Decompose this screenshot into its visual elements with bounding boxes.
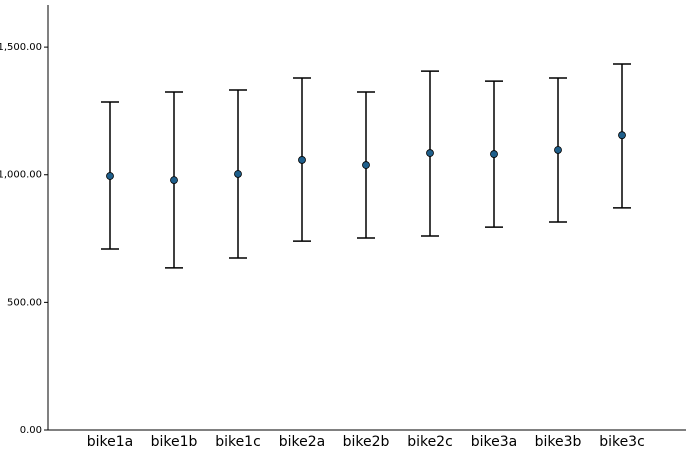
mean-point (106, 172, 114, 180)
y-tick-label: 0.00 (20, 425, 42, 436)
x-tick-label: bike1b (151, 434, 198, 450)
mean-point (426, 149, 434, 157)
mean-point (170, 176, 178, 185)
mean-point (554, 146, 562, 154)
mean-point (490, 150, 498, 158)
x-tick-label: bike2c (407, 434, 453, 450)
y-tick-label: 1,000.00 (0, 170, 42, 181)
mean-point (618, 131, 626, 140)
x-tick-label: bike3c (599, 434, 645, 450)
mean-point (362, 161, 370, 169)
y-tick-label: 1,500.00 (0, 42, 42, 53)
x-tick-label: bike2b (343, 434, 390, 450)
x-tick-label: bike3a (471, 434, 517, 450)
x-tick-label: bike3b (535, 434, 582, 450)
y-tick-label: 500.00 (7, 297, 42, 308)
mean-point (298, 156, 306, 164)
x-tick-label: bike1c (215, 434, 261, 450)
x-tick-label: bike1a (87, 434, 133, 450)
x-tick-label: bike2a (279, 434, 325, 450)
mean-point (234, 170, 242, 178)
